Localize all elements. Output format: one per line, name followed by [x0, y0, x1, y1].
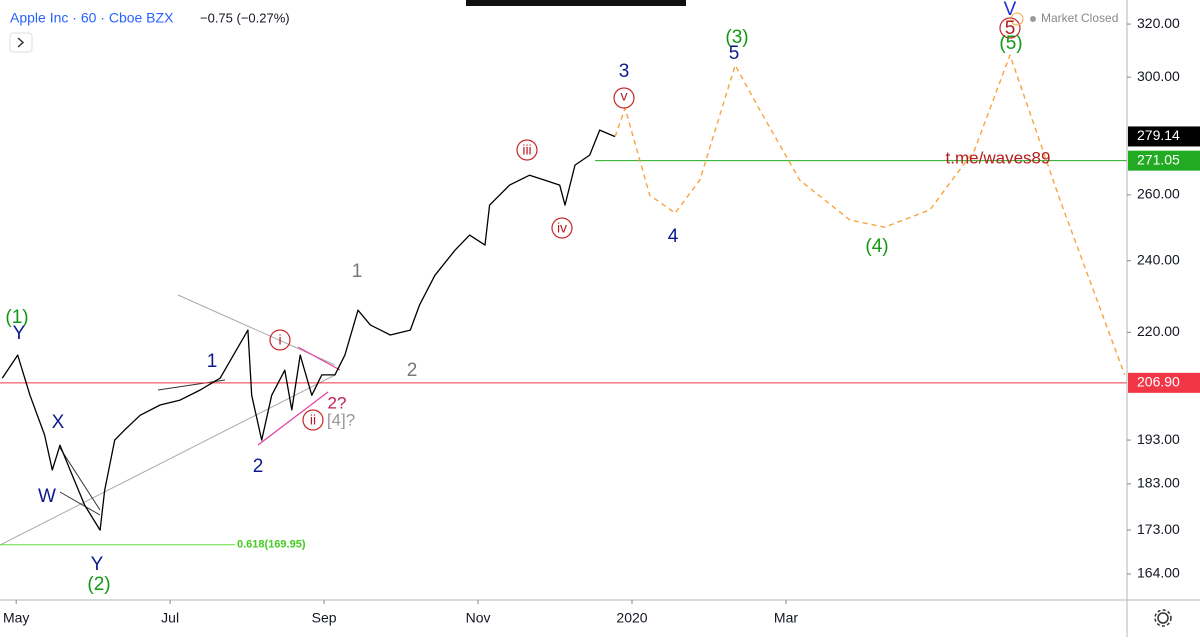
wave-label: (5): [999, 33, 1022, 54]
change: −0.75 (−0.27%): [200, 10, 290, 25]
wave-label: 2: [407, 360, 418, 381]
last-price-box: [1128, 126, 1200, 147]
gear-icon: [1157, 612, 1169, 624]
wave-label: 4: [668, 226, 679, 247]
trend-line: [59, 447, 101, 511]
y-tick-label: 193.00: [1137, 431, 1180, 447]
label-circle: [1010, 12, 1024, 26]
triangle-line: [297, 346, 341, 371]
trend-line: [0, 374, 336, 546]
wave-label: 1: [207, 351, 218, 372]
settings-button[interactable]: [1154, 609, 1172, 627]
wave-label: (2): [87, 574, 110, 595]
x-tick-label: Mar: [774, 610, 798, 626]
price-label: 271.05: [1137, 151, 1180, 167]
label-circle: [269, 329, 291, 351]
expand-icon: [17, 37, 25, 48]
wave-label: 1: [352, 261, 363, 282]
label-circle: [302, 409, 324, 431]
wave-label: 2?: [328, 393, 347, 412]
symbol: Apple Inc · 60 · Cboe BZX: [10, 10, 174, 26]
price-line: [1, 129, 616, 531]
top-bar: [466, 0, 686, 6]
y-tick-label: 240.00: [1137, 251, 1180, 267]
gear-teeth: [1154, 609, 1172, 627]
label-circle: [613, 87, 635, 109]
wave-label: v: [621, 88, 628, 104]
triangle-line: [257, 391, 329, 446]
y-tick-label: 300.00: [1137, 68, 1180, 84]
wave-label: W: [38, 486, 56, 507]
wave-label: X: [52, 412, 65, 433]
watermark-link: t.me/waves89: [946, 148, 1051, 167]
projection-line: [614, 54, 1126, 376]
wave-label: (1): [5, 307, 28, 328]
wave-label: 3: [619, 61, 630, 82]
label-circle: [551, 217, 573, 239]
label-circle: [999, 17, 1021, 39]
wave-label: V: [1004, 0, 1017, 20]
wave-label: 2: [253, 456, 264, 477]
wave-label: iv: [557, 220, 567, 236]
market-status: Market Closed: [1041, 11, 1118, 25]
level-label: 0.618(169.95): [237, 539, 306, 551]
wave-label: ii: [310, 412, 316, 428]
y-tick-label: 164.00: [1137, 565, 1180, 581]
x-tick-label: Jul: [161, 610, 179, 626]
wave-label: i: [278, 332, 281, 348]
y-tick-label: 183.00: [1137, 475, 1180, 491]
x-tick-label: May: [3, 610, 29, 626]
plot-area: 0.618(169.95): [0, 54, 1127, 551]
price-label: 206.90: [1137, 374, 1180, 390]
x-tick-label: 2020: [616, 610, 647, 626]
y-tick-label: 260.00: [1137, 186, 1180, 202]
price-label-box: [1128, 150, 1200, 171]
wave-label: (4): [865, 236, 888, 257]
wave-label: 5: [1005, 18, 1016, 39]
wave-label: iii: [522, 142, 531, 158]
price-label-box: [1128, 372, 1200, 393]
status-dot: [1030, 16, 1036, 22]
last-price-label: 279.14: [1137, 127, 1180, 143]
label-circle: [516, 139, 538, 161]
expand-button[interactable]: [9, 32, 33, 53]
wave-label: Y: [91, 554, 104, 575]
wave-label: 5: [729, 43, 740, 64]
wave-label: (3): [725, 27, 748, 48]
y-tick-label: 173.00: [1137, 521, 1180, 537]
wave-label: [4]?: [327, 410, 355, 429]
wave-label: Y: [13, 323, 26, 344]
trend-line: [59, 491, 101, 516]
x-tick-label: Sep: [312, 610, 337, 626]
x-tick-label: Nov: [466, 610, 491, 626]
y-tick-label: 220.00: [1137, 323, 1180, 339]
y-tick-label: 320.00: [1137, 15, 1180, 31]
